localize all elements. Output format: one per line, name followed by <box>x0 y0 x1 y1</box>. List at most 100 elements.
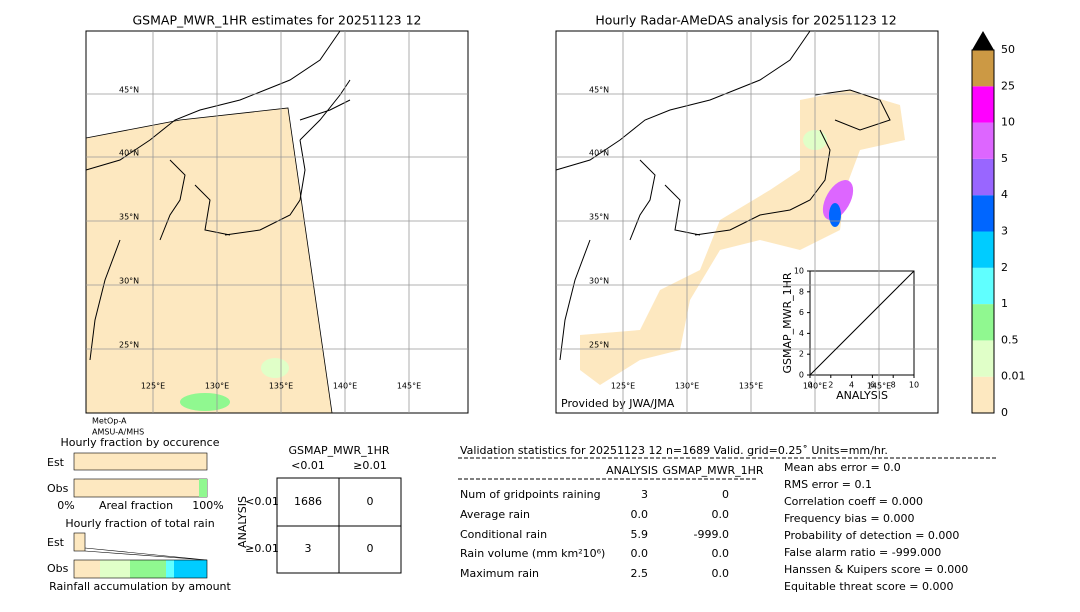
lon-label: 125°E <box>141 382 165 391</box>
diagonal <box>809 270 915 376</box>
row-label: ≥0.01 <box>245 542 279 555</box>
lat-label: 30°N <box>589 277 609 286</box>
stat-label: Average rain <box>460 508 530 521</box>
colorbar-label: 1 <box>1001 297 1008 310</box>
colorbar-label: 50 <box>1001 43 1015 56</box>
stat-value: 2.5 <box>631 567 649 580</box>
rain-area <box>180 393 230 411</box>
score: Mean abs error = 0.0 <box>784 461 901 474</box>
colorbar-label: 0.01 <box>1001 370 1026 383</box>
satellite-label: MetOp-A <box>92 417 127 426</box>
lon-label: 125°E <box>611 382 635 391</box>
map-frame <box>555 30 939 414</box>
colorbar-swatch <box>972 376 994 413</box>
lat-label: 30°N <box>119 277 139 286</box>
fraction-segment <box>74 560 100 578</box>
fraction-bar <box>73 452 208 471</box>
lon-label: 145°E <box>397 382 421 391</box>
connector <box>84 547 208 561</box>
colorbar-label: 3 <box>1001 225 1008 238</box>
colorbar-swatch <box>972 267 994 305</box>
colorbar-label: 10 <box>1001 116 1015 129</box>
axis-label: 100% <box>192 499 223 512</box>
score: False alarm ratio = -999.000 <box>784 546 941 559</box>
inset-y-tick: 6 <box>799 308 804 317</box>
stat-label: Maximum rain <box>460 567 539 580</box>
lon-label: 130°E <box>675 382 699 391</box>
map-frame <box>85 30 469 414</box>
fraction-segment <box>100 560 130 578</box>
map-title: Hourly Radar-AMeDAS analysis for 2025112… <box>595 13 896 28</box>
score: Frequency bias = 0.000 <box>784 512 915 525</box>
right-map: Hourly Radar-AMeDAS analysis for 2025112… <box>555 13 939 414</box>
row-label: Obs <box>47 482 69 495</box>
stat-value: 5.9 <box>631 528 649 541</box>
panel-footer: Rainfall accumulation by amount <box>49 580 231 593</box>
row-label: <0.01 <box>245 495 279 508</box>
inset-x-tick: 10 <box>909 381 919 390</box>
stat-label: Rain volume (mm km²10⁶) <box>460 547 605 560</box>
stat-value: 0 <box>722 488 729 501</box>
stat-value: 0.0 <box>712 567 730 580</box>
table-cell: 1686 <box>294 495 322 508</box>
inset-y-tick: 2 <box>799 350 804 359</box>
coastline <box>85 30 351 361</box>
lon-label: 135°E <box>269 382 293 391</box>
lat-label: 40°N <box>589 149 609 158</box>
inset-xlabel: ANALYSIS <box>836 389 888 402</box>
credit: Provided by JWA/JMA <box>561 397 675 410</box>
analysis-area <box>580 90 905 385</box>
stat-value: 0.0 <box>712 508 730 521</box>
inset-x-tick: 6 <box>870 381 875 390</box>
map-title: GSMAP_MWR_1HR estimates for 20251123 12 <box>133 13 422 28</box>
lon-label: 130°E <box>205 382 229 391</box>
left-map: GSMAP_MWR_1HR estimates for 20251123 12 … <box>85 13 469 437</box>
inset-y-tick: 8 <box>799 287 804 296</box>
colorbar-swatch <box>972 50 994 87</box>
lat-label: 35°N <box>589 213 609 222</box>
inset-ylabel: GSMAP_MWR_1HR <box>781 272 794 373</box>
lat-label: 45°N <box>119 86 139 95</box>
row-label: Obs <box>47 562 69 575</box>
panel-title: Hourly fraction of total rain <box>65 517 214 530</box>
colorbar-label: 5 <box>1001 152 1008 165</box>
colorbar-swatch <box>972 340 994 377</box>
table-cell: 3 <box>305 542 312 555</box>
panel-title: Hourly fraction by occurence <box>61 436 220 449</box>
score: RMS error = 0.1 <box>784 478 872 491</box>
axis-label: 0% <box>57 499 74 512</box>
fraction-segment <box>130 560 166 578</box>
fraction-bar <box>73 478 208 498</box>
colorbar-swatch <box>972 122 994 159</box>
col-label: ≥0.01 <box>353 459 387 472</box>
inset-y-tick: 0 <box>799 371 804 380</box>
score: Correlation coeff = 0.000 <box>784 495 923 508</box>
inset-y-tick: 4 <box>799 329 804 338</box>
stats-header: Validation statistics for 20251123 12 n=… <box>460 444 888 457</box>
inset-x-tick: 2 <box>828 381 833 390</box>
stat-value: -999.0 <box>694 528 729 541</box>
colorbar-label: 4 <box>1001 188 1008 201</box>
col-label: <0.01 <box>291 459 325 472</box>
colorbar-swatch <box>972 86 994 123</box>
stat-label: Conditional rain <box>460 528 547 541</box>
stat-value: 0.0 <box>631 508 649 521</box>
inset-x-tick: 8 <box>891 381 896 390</box>
lon-label: 145°E <box>867 382 891 391</box>
lat-label: 45°N <box>589 86 609 95</box>
lat-label: 25°N <box>589 341 609 350</box>
colorbar-label: 25 <box>1001 79 1015 92</box>
colorbar-label: 0.5 <box>1001 333 1019 346</box>
colorbar-swatch <box>972 158 994 196</box>
stat-value: 3 <box>641 488 648 501</box>
colorbar-label: 2 <box>1001 261 1008 274</box>
table-cell: 0 <box>367 542 374 555</box>
coastline <box>555 30 891 361</box>
colorbar-label: 0 <box>1001 406 1008 419</box>
rain-area <box>261 358 289 378</box>
stat-value: 0.0 <box>631 547 649 560</box>
table-title: GSMAP_MWR_1HR <box>288 444 389 457</box>
colorbar-frame <box>971 49 995 414</box>
table-cell: 0 <box>367 495 374 508</box>
